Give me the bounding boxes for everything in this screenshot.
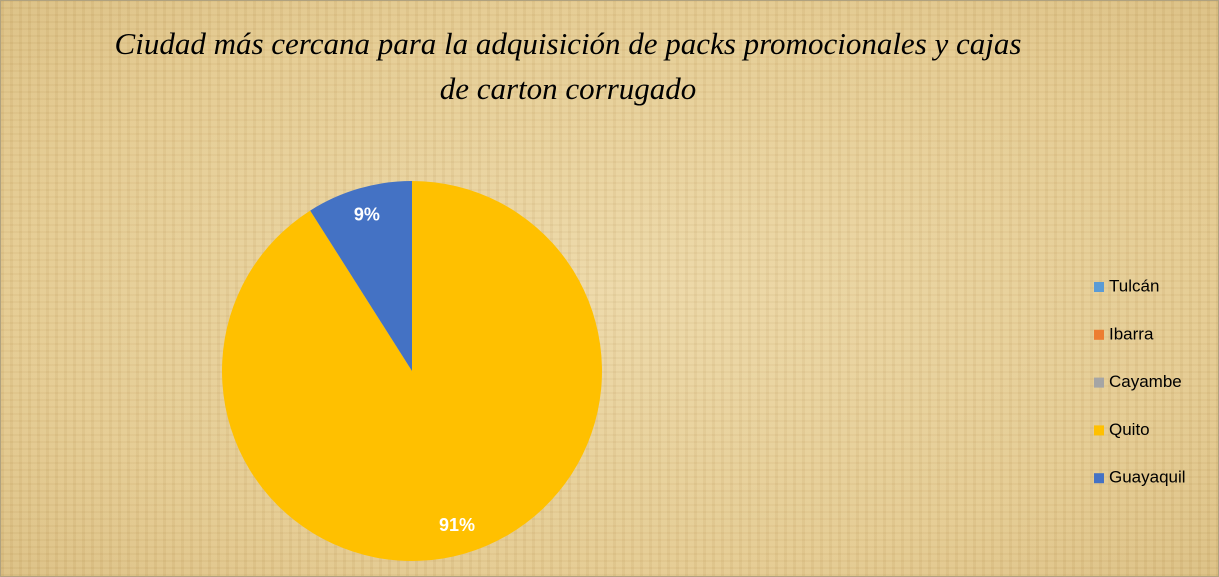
legend-label: Quito <box>1109 420 1150 439</box>
legend-swatch <box>1094 329 1104 340</box>
legend-swatch <box>1094 282 1104 292</box>
legend-label: Guayaquil <box>1109 468 1186 487</box>
legend-label: Ibarra <box>1109 324 1154 343</box>
legend-swatch <box>1094 377 1104 388</box>
legend-swatch <box>1094 473 1104 484</box>
data-label: 91% <box>439 515 475 535</box>
chart-title: Ciudad más cercana para la adquisición d… <box>114 26 1022 106</box>
pie-slice <box>310 181 412 371</box>
legend-label: Tulcán <box>1109 276 1159 295</box>
pie-slice <box>222 181 602 561</box>
legend-swatch <box>1094 425 1104 436</box>
legend-label: Cayambe <box>1109 372 1182 391</box>
data-label: 9% <box>354 205 380 225</box>
